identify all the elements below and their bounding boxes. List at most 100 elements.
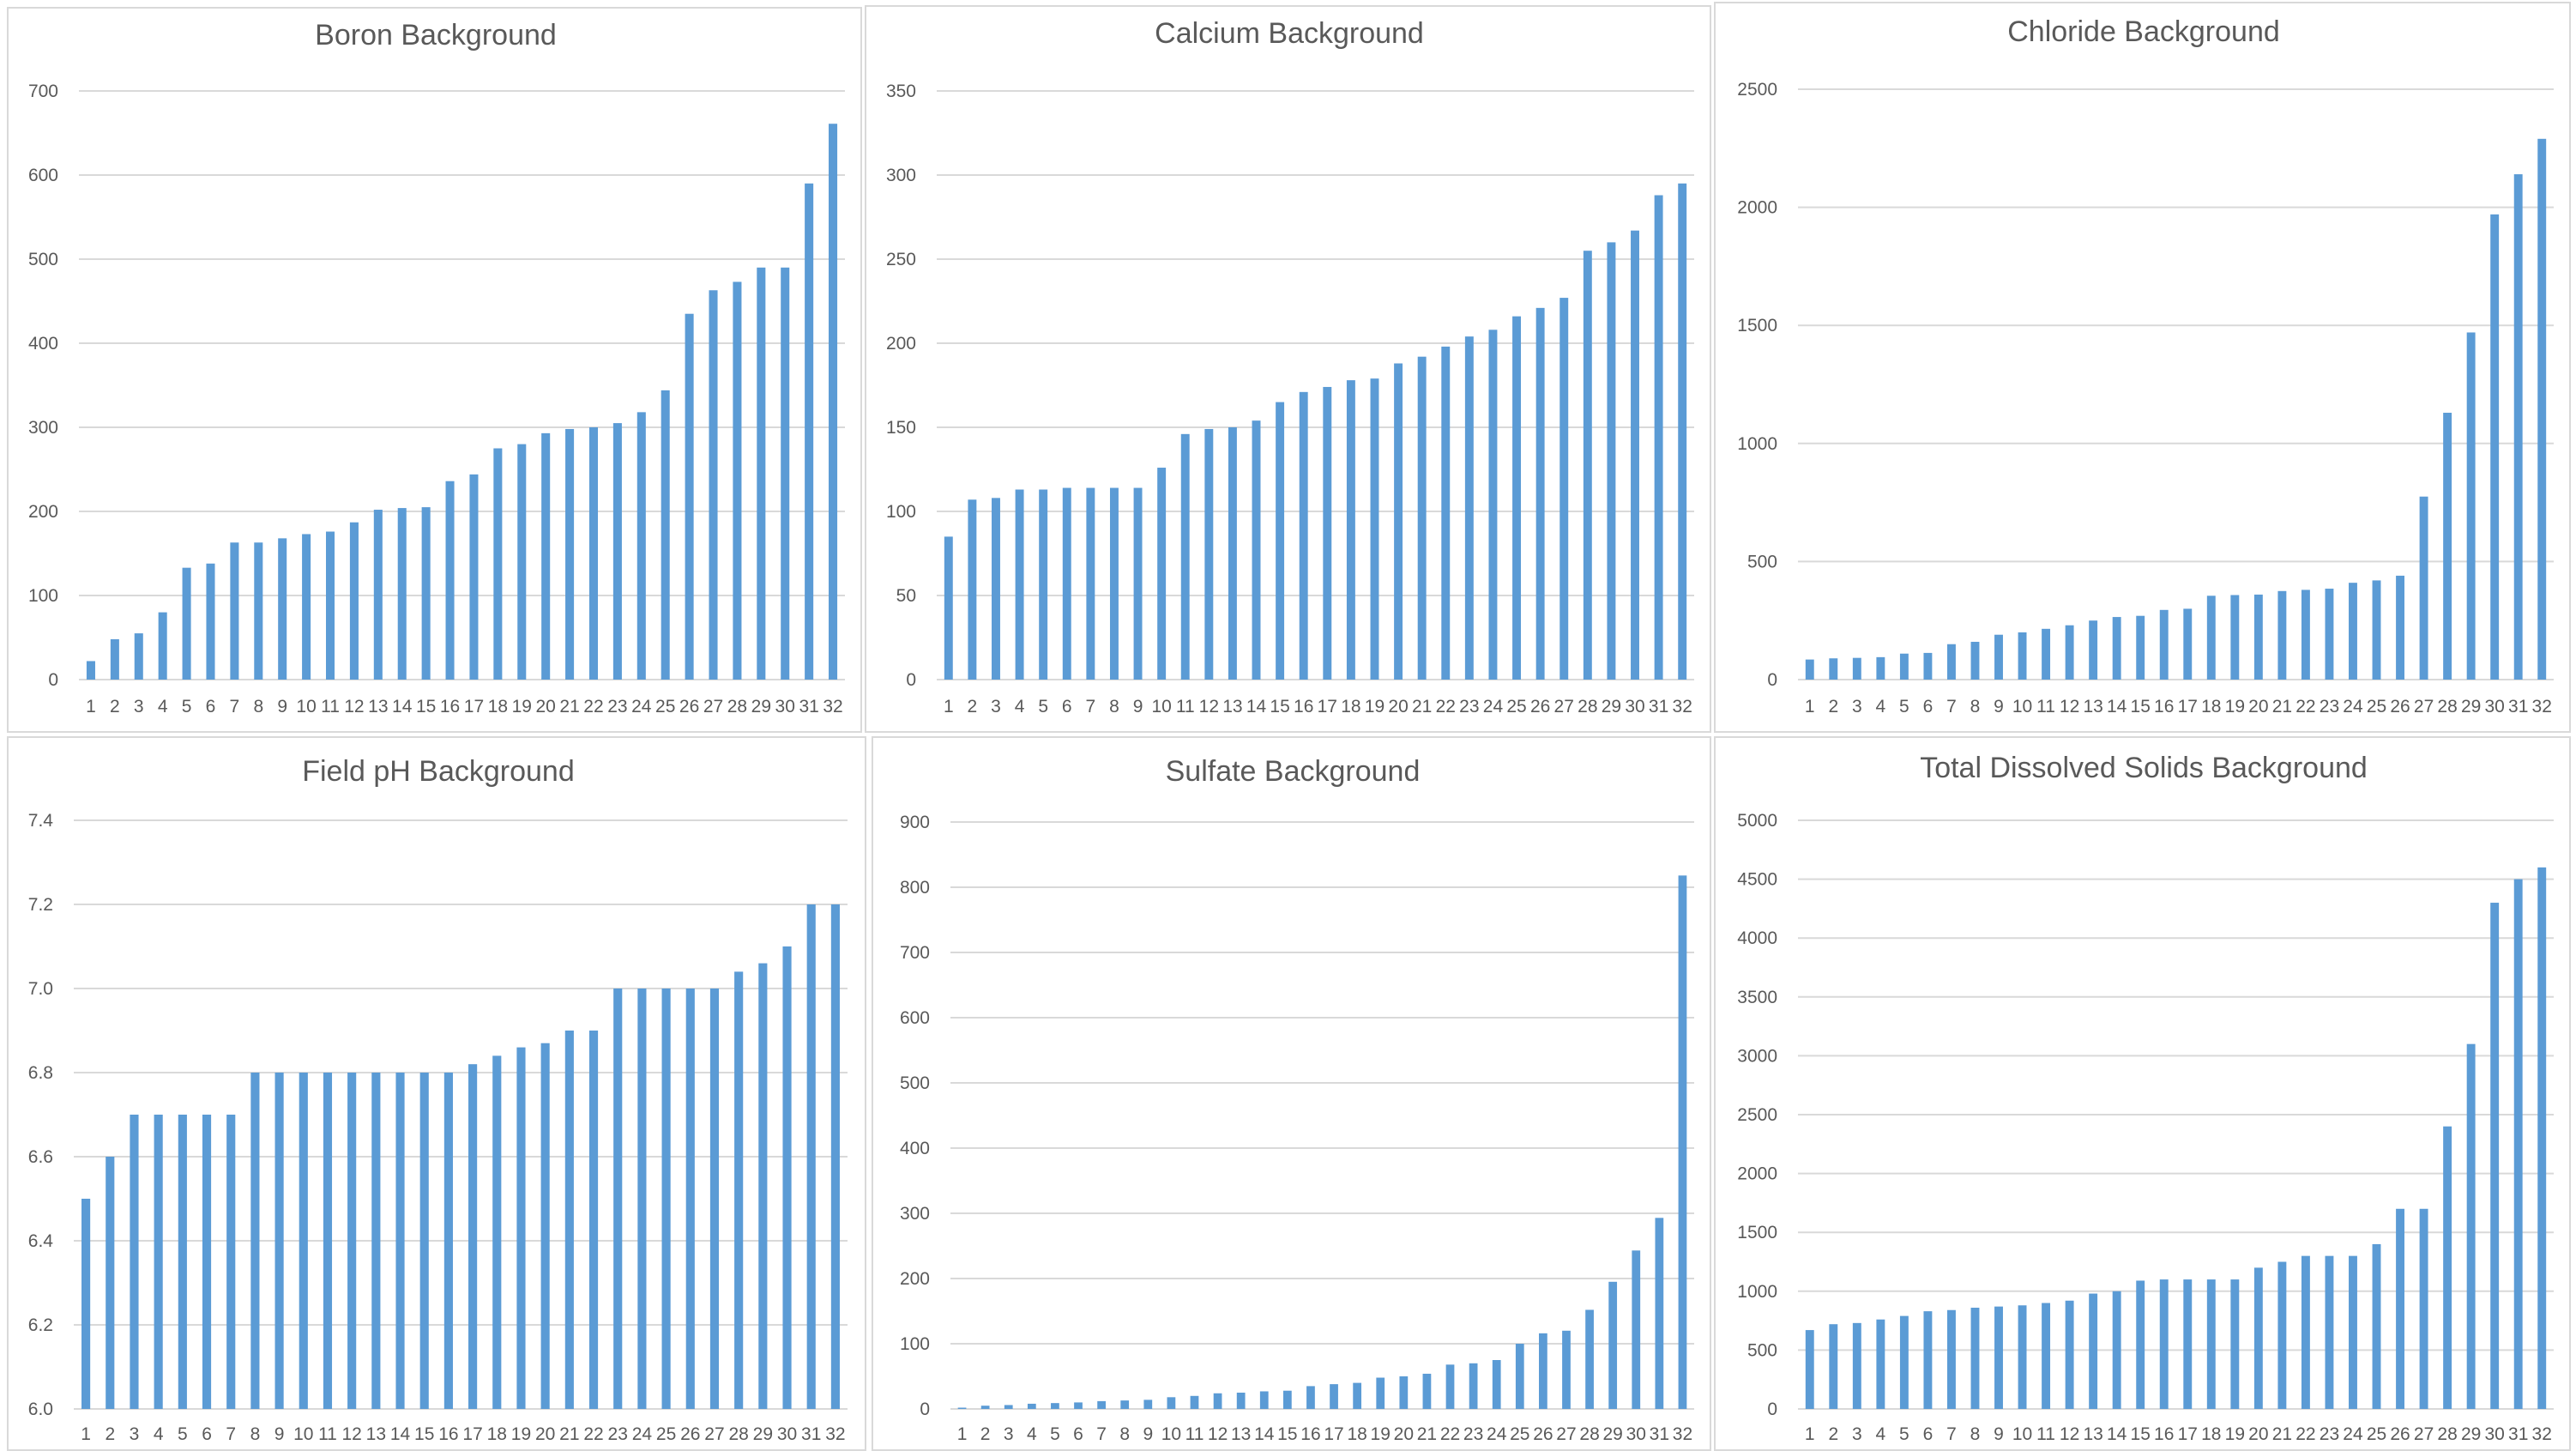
bar [734, 971, 744, 1409]
x-tick-label: 26 [2390, 1424, 2410, 1444]
x-tick-label: 12 [341, 1424, 361, 1444]
chloride-chart: Chloride Background 0 500 1000 1500 2000 2500 1… [1714, 2, 2571, 733]
x-tick-label: 29 [2461, 697, 2481, 716]
bar [968, 499, 977, 680]
bar [468, 1064, 478, 1409]
bar [1678, 183, 1687, 680]
bar [1583, 251, 1592, 680]
y-tick-label: 6.6 [28, 1147, 53, 1167]
x-tick-label: 6 [1073, 1424, 1083, 1444]
x-tick-label: 32 [1673, 697, 1692, 716]
bar [2206, 1279, 2216, 1409]
x-tick-label: 14 [1254, 1424, 1275, 1444]
bar [1585, 1309, 1594, 1409]
x-tick-label: 4 [1876, 697, 1886, 716]
x-tick-label: 18 [2201, 697, 2221, 716]
bar [782, 946, 792, 1409]
y-tick-label: 200 [886, 334, 916, 354]
bar [733, 281, 742, 680]
bar [957, 1407, 967, 1409]
x-tick-label: 13 [366, 1424, 386, 1444]
bar [1654, 195, 1663, 680]
bar [1417, 356, 1427, 680]
bar [806, 904, 816, 1409]
y-tick-label: 200 [28, 502, 58, 522]
y-tick-label: 400 [28, 334, 58, 354]
x-tick-label: 19 [1365, 697, 1385, 716]
x-tick-label: 28 [2437, 697, 2457, 716]
bar [1204, 428, 1214, 680]
x-tick-label: 11 [318, 1424, 337, 1444]
x-tick-label: 4 [154, 1424, 164, 1444]
x-tick-label: 20 [2248, 697, 2268, 716]
x-tick-label: 25 [655, 697, 675, 716]
bar [492, 1055, 502, 1409]
bar [1180, 433, 1190, 680]
y-tick-label: 100 [900, 1334, 930, 1354]
bar [230, 542, 239, 680]
bar [1133, 487, 1143, 680]
x-tick-label: 22 [1440, 1424, 1460, 1444]
x-tick-label: 13 [368, 697, 388, 716]
y-tick-label: 0 [920, 1400, 930, 1419]
bar [2042, 628, 2051, 680]
bar [2183, 608, 2193, 680]
x-tick-label: 19 [1371, 1424, 1391, 1444]
bar [2253, 594, 2263, 680]
x-tick-label: 4 [1027, 1424, 1037, 1444]
x-tick-label: 28 [2437, 1424, 2457, 1444]
x-tick-label: 24 [1487, 1424, 1507, 1444]
bar [1051, 1403, 1059, 1409]
bar [86, 661, 95, 680]
x-tick-label: 7 [226, 1424, 236, 1444]
bar [250, 1073, 260, 1409]
x-tick-label: 32 [825, 1424, 845, 1444]
x-tick-label: 24 [2343, 697, 2363, 716]
x-tick-label: 4 [1015, 697, 1025, 716]
bar [130, 1115, 139, 1409]
y-tick-label: 1000 [1737, 1282, 1777, 1302]
bar [758, 963, 768, 1409]
x-tick-label: 12 [2060, 1424, 2079, 1444]
x-tick-label: 8 [1109, 697, 1119, 716]
bar [781, 267, 790, 680]
x-tick-label: 13 [2083, 697, 2102, 716]
x-tick-label: 27 [703, 697, 723, 716]
y-tick-label: 500 [900, 1073, 930, 1093]
x-tick-label: 31 [799, 697, 818, 716]
bar [1805, 659, 1814, 680]
bar [588, 427, 599, 680]
chart-svg: Calcium Background 0 50 100 150 200 250 300 350 1… [886, 17, 1694, 716]
x-tick-label: 19 [2225, 697, 2245, 716]
x-tick-label: 18 [488, 697, 508, 716]
bar [443, 1073, 453, 1409]
calcium-chart: Calcium Background 0 50 100 150 200 250 300 350 1… [865, 5, 1711, 733]
y-tick-label: 300 [28, 418, 58, 438]
x-tick-label: 22 [1436, 697, 1456, 716]
bar [1353, 1382, 1362, 1409]
x-tick-label: 6 [1062, 697, 1072, 716]
bar [469, 474, 479, 680]
x-tick-label: 5 [178, 1424, 188, 1444]
bar [2089, 1293, 2098, 1409]
x-tick-label: 26 [1533, 1424, 1553, 1444]
chart-title: Sulfate Background [1166, 755, 1421, 788]
x-tick-label: 27 [2414, 697, 2434, 716]
bar [206, 563, 215, 680]
bar [2419, 1208, 2428, 1409]
bar [1330, 1384, 1338, 1409]
x-tick-label: 2 [1828, 1424, 1838, 1444]
bar [1515, 1344, 1524, 1409]
x-tick-label: 30 [777, 1424, 797, 1444]
bar [2325, 589, 2334, 680]
bar [2466, 332, 2476, 680]
bar [1562, 1330, 1571, 1409]
bar [2112, 1291, 2121, 1409]
bar [419, 1073, 429, 1409]
bar [1607, 242, 1616, 680]
y-tick-label: 7.0 [28, 979, 53, 999]
bar [274, 1073, 284, 1409]
x-tick-label: 31 [1650, 1424, 1669, 1444]
x-tick-label: 16 [1300, 1424, 1320, 1444]
x-tick-label: 13 [2083, 1424, 2102, 1444]
